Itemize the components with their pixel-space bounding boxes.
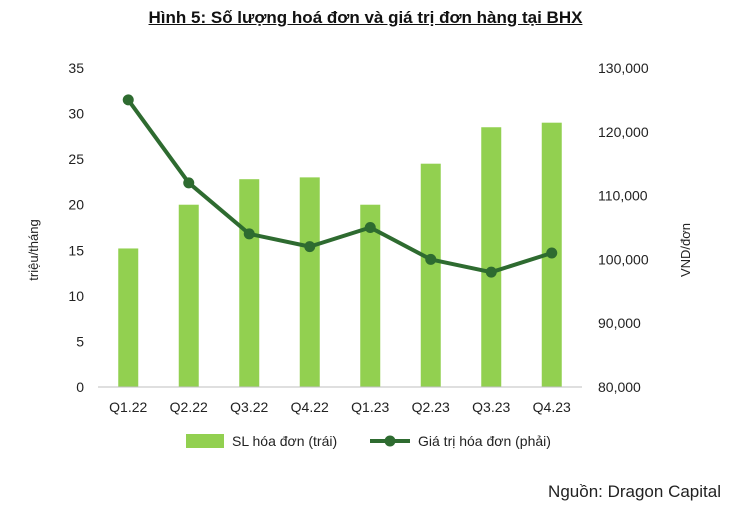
source-note: Nguồn: Dragon Capital — [548, 482, 721, 501]
right-tick-label: 110,000 — [598, 188, 648, 204]
line-point-Q1.23 — [364, 222, 376, 233]
left-tick-label: 0 — [76, 379, 84, 395]
legend-bar-label: SL hóa đơn (trái) — [232, 433, 337, 449]
left-tick-label: 15 — [68, 242, 84, 258]
legend-bar-swatch — [186, 434, 224, 448]
bar-Q1.23 — [360, 204, 381, 387]
right-tick-label: 130,000 — [598, 60, 649, 76]
bar-Q4.22 — [299, 177, 320, 387]
left-tick-label: 25 — [68, 151, 84, 167]
left-tick-label: 30 — [68, 106, 84, 122]
line-point-Q1.22 — [122, 94, 134, 106]
left-tick-label: 20 — [68, 197, 84, 213]
bar-Q1.22 — [118, 248, 139, 387]
line-series — [126, 98, 553, 275]
legend-line-label: Giá trị hóa đơn (phải) — [418, 433, 551, 449]
x-tick-label: Q3.22 — [230, 399, 268, 415]
x-tick-label: Q1.23 — [351, 399, 389, 415]
line-point-Q2.23 — [425, 253, 437, 265]
left-tick-label: 10 — [68, 288, 84, 304]
bar-Q2.22 — [178, 204, 199, 387]
chart-title: Hình 5: Số lượng hoá đơn và giá trị đơn … — [148, 8, 583, 27]
bar-Q3.23 — [481, 127, 502, 387]
line-point-Q3.22 — [243, 228, 255, 240]
x-tick-label: Q1.22 — [109, 399, 147, 415]
line-point-Q4.23 — [546, 247, 558, 259]
left-tick-label: 35 — [68, 60, 84, 76]
x-tick-label: Q2.22 — [170, 399, 208, 415]
right-tick-label: 120,000 — [598, 124, 649, 140]
line-point-Q2.22 — [183, 177, 195, 189]
line-point-Q4.22 — [304, 241, 316, 253]
x-tick-label: Q2.23 — [412, 399, 450, 415]
left-axis-label: triệu/tháng — [26, 219, 41, 280]
line-point-Q3.23 — [485, 266, 497, 278]
x-tick-label: Q3.23 — [472, 399, 510, 415]
right-axis-label: VND/đơn — [678, 223, 693, 277]
x-tick-label: Q4.22 — [291, 399, 329, 415]
right-tick-label: 80,000 — [598, 379, 641, 395]
legend-line-marker — [384, 435, 396, 447]
bar-Q2.23 — [420, 163, 441, 387]
bar-Q3.22 — [239, 179, 260, 387]
right-tick-label: 100,000 — [598, 251, 649, 267]
left-tick-label: 5 — [76, 333, 84, 349]
x-tick-label: Q4.23 — [533, 399, 571, 415]
right-tick-label: 90,000 — [598, 315, 641, 331]
